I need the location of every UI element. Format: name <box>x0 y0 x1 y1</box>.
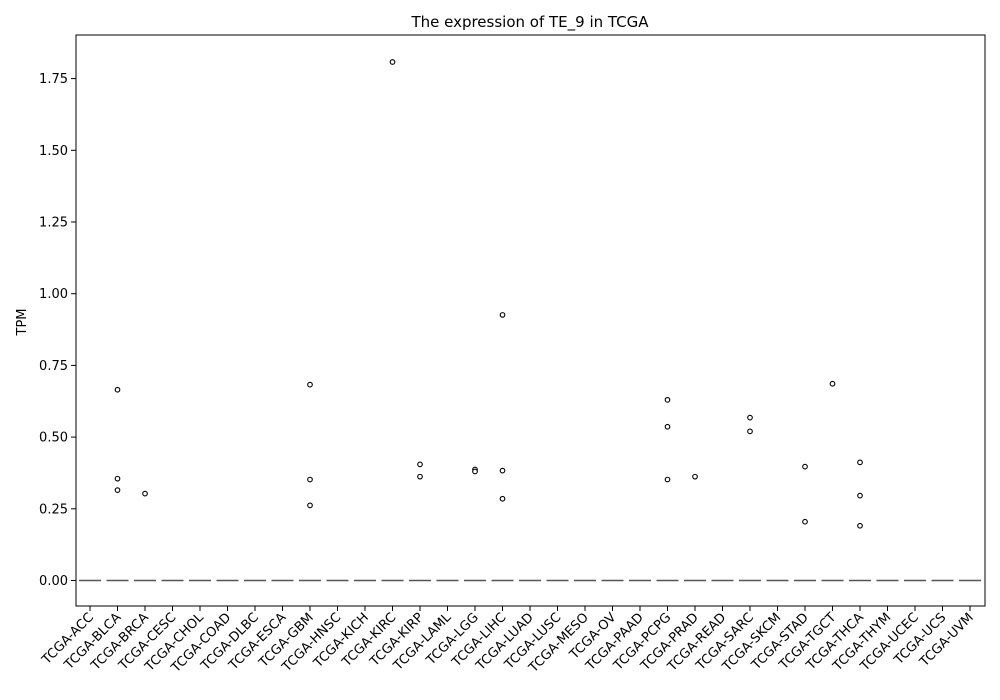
outlier-point <box>307 476 313 483</box>
outlier-point <box>114 487 121 494</box>
y-tick-label: 0.75 <box>39 359 68 374</box>
y-tick-label: 0.25 <box>39 502 68 517</box>
plot-marks <box>79 59 981 582</box>
outlier-point <box>747 428 753 435</box>
outlier-point <box>114 475 121 482</box>
outlier-point <box>664 396 671 403</box>
outlier-point <box>857 522 863 529</box>
y-tick-label: 1.25 <box>39 216 68 231</box>
x-axis: TCGA-ACCTCGA-BLCATCGA-BRCATCGA-CESCTCGA-… <box>39 606 977 676</box>
outlier-point <box>389 59 396 65</box>
outlier-point <box>664 423 671 430</box>
y-tick-label: 0.00 <box>39 574 68 589</box>
outlier-point <box>857 492 863 499</box>
outlier-point <box>802 463 808 470</box>
outlier-point <box>142 490 148 497</box>
y-tick-label: 1.75 <box>39 72 68 87</box>
outlier-point <box>499 495 506 502</box>
y-axis-label: TPM <box>15 309 30 337</box>
plot-frame <box>75 34 986 607</box>
outlier-point <box>307 381 313 388</box>
y-tick-label: 1.00 <box>39 287 68 302</box>
outlier-point <box>692 473 698 480</box>
outlier-point <box>114 386 121 393</box>
outlier-point <box>857 459 863 466</box>
outlier-point <box>417 473 423 480</box>
outlier-point <box>664 476 671 483</box>
chart-title: The expression of TE_9 in TCGA <box>410 13 649 32</box>
outlier-point <box>417 461 423 468</box>
outlier-point <box>307 502 313 509</box>
y-tick-label: 0.50 <box>39 431 68 446</box>
outlier-point <box>499 312 506 318</box>
outlier-point <box>802 518 808 525</box>
outlier-point <box>472 468 478 475</box>
outlier-point <box>829 380 836 387</box>
outlier-point <box>747 414 753 421</box>
y-axis: 0.00 0.25 0.50 0.75 1.00 1.25 1.50 1.75 <box>39 72 76 589</box>
outlier-point <box>499 467 506 474</box>
y-tick-label: 1.50 <box>39 144 68 159</box>
